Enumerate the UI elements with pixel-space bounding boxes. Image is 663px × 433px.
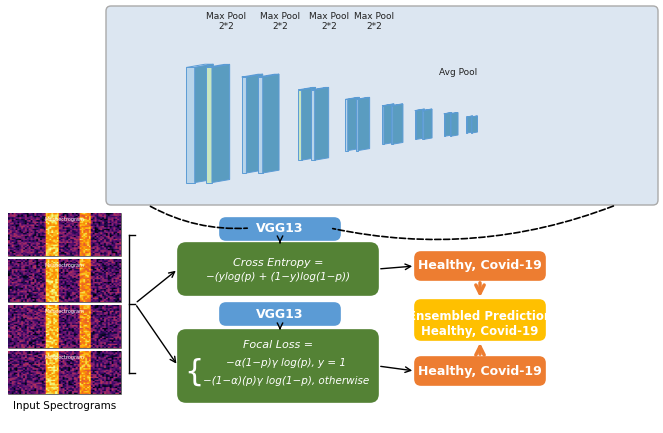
Text: Healthy, Covid-19: Healthy, Covid-19 (418, 365, 542, 378)
Polygon shape (471, 117, 472, 133)
Text: Ensembled Prediction: Ensembled Prediction (408, 310, 552, 323)
Polygon shape (358, 97, 370, 151)
Polygon shape (382, 106, 384, 144)
Text: Melspectrogram: Melspectrogram (44, 355, 84, 360)
Polygon shape (392, 104, 403, 144)
Text: Max Pool
2*2: Max Pool 2*2 (260, 12, 300, 32)
Polygon shape (206, 68, 212, 183)
Polygon shape (312, 90, 315, 160)
Polygon shape (450, 114, 451, 136)
Polygon shape (312, 87, 329, 90)
Text: VGG13: VGG13 (257, 223, 304, 236)
Bar (8, 259, 121, 302)
Polygon shape (471, 116, 477, 117)
Text: −α(1−p)γ log(p), y = 1: −α(1−p)γ log(p), y = 1 (226, 358, 346, 368)
Text: −(ylog(p) + (1−y)log(1−p)): −(ylog(p) + (1−y)log(1−p)) (206, 272, 350, 282)
Polygon shape (467, 116, 473, 133)
Polygon shape (422, 109, 432, 110)
Polygon shape (263, 74, 279, 173)
Polygon shape (384, 104, 394, 144)
Polygon shape (391, 106, 392, 144)
Polygon shape (424, 109, 432, 139)
Text: Avg Pool: Avg Pool (440, 68, 477, 77)
Text: Focal Loss =: Focal Loss = (243, 340, 313, 350)
FancyBboxPatch shape (220, 303, 340, 325)
Polygon shape (466, 117, 467, 133)
FancyBboxPatch shape (178, 330, 378, 402)
Polygon shape (242, 77, 247, 173)
Polygon shape (212, 65, 229, 183)
Text: Max Pool
2*2: Max Pool 2*2 (206, 12, 247, 32)
FancyBboxPatch shape (220, 218, 340, 240)
Text: Healthy, Covid-19: Healthy, Covid-19 (418, 259, 542, 272)
Polygon shape (298, 87, 316, 90)
Polygon shape (247, 74, 263, 173)
Polygon shape (206, 65, 229, 68)
Polygon shape (422, 110, 424, 139)
Polygon shape (195, 64, 213, 183)
Polygon shape (451, 113, 458, 136)
Text: Healthy, Covid-19: Healthy, Covid-19 (421, 324, 538, 337)
Polygon shape (298, 90, 302, 160)
Text: Melspectrogram: Melspectrogram (44, 263, 84, 268)
FancyBboxPatch shape (415, 300, 545, 340)
Text: Input Spectrograms: Input Spectrograms (13, 401, 116, 411)
Polygon shape (345, 100, 348, 151)
Polygon shape (355, 100, 358, 151)
Polygon shape (348, 97, 359, 151)
Polygon shape (242, 74, 263, 77)
Polygon shape (472, 116, 477, 133)
Polygon shape (258, 77, 263, 173)
Bar (8, 351, 121, 394)
Text: Melspectrogram: Melspectrogram (44, 309, 84, 314)
Polygon shape (444, 114, 445, 136)
Bar (8, 213, 121, 256)
Polygon shape (186, 64, 213, 68)
FancyBboxPatch shape (178, 243, 378, 295)
Polygon shape (302, 87, 316, 160)
Polygon shape (315, 87, 329, 160)
Polygon shape (258, 74, 279, 77)
Text: Max Pool
2*2: Max Pool 2*2 (355, 12, 394, 32)
Polygon shape (416, 109, 424, 139)
FancyBboxPatch shape (415, 252, 545, 280)
Text: Melspectrogram: Melspectrogram (44, 217, 84, 222)
Text: Max Pool
2*2: Max Pool 2*2 (309, 12, 349, 32)
FancyBboxPatch shape (415, 357, 545, 385)
Text: {: { (184, 358, 204, 387)
Polygon shape (415, 109, 424, 110)
Text: −(1−α)(p)γ log(1−p), otherwise: −(1−α)(p)γ log(1−p), otherwise (203, 376, 369, 386)
Polygon shape (382, 104, 394, 106)
Bar (8, 305, 121, 348)
Polygon shape (415, 110, 416, 139)
Polygon shape (391, 104, 403, 106)
Polygon shape (345, 97, 359, 100)
Polygon shape (355, 97, 370, 100)
FancyBboxPatch shape (106, 6, 658, 205)
Polygon shape (466, 116, 473, 117)
Polygon shape (445, 113, 452, 136)
Polygon shape (450, 113, 458, 114)
Polygon shape (186, 68, 195, 183)
Text: VGG13: VGG13 (257, 307, 304, 320)
Polygon shape (444, 113, 452, 114)
Text: Cross Entropy =: Cross Entropy = (233, 258, 324, 268)
